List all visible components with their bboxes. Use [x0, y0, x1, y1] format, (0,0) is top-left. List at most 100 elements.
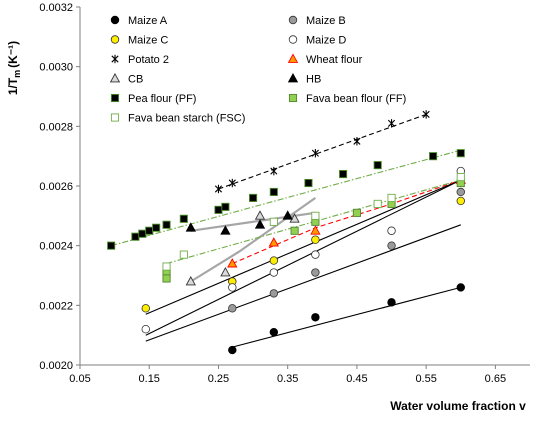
series-hb — [185, 210, 293, 235]
data-point-maize-d — [387, 226, 396, 235]
data-point-fava-bean-flour-ff — [352, 208, 361, 217]
data-point-cb — [185, 275, 196, 286]
data-point-fava-bean-starch-fsc — [269, 217, 278, 226]
data-point-maize-a — [456, 283, 465, 292]
data-point-pea-flour-pf — [107, 241, 116, 250]
legend-label: HB — [306, 74, 321, 86]
data-point-potato-2 — [214, 184, 223, 194]
data-point-maize-a — [387, 298, 396, 307]
data-point-wheat-flour — [310, 225, 321, 235]
data-point-potato-2 — [228, 178, 236, 188]
data-point-fava-bean-starch-fsc — [162, 262, 171, 271]
data-point-maize-b — [269, 289, 279, 298]
legend-marker — [109, 72, 121, 83]
data-point-hb — [254, 219, 266, 229]
legend-item-maize-a: Maize A — [110, 15, 168, 27]
legend-marker — [288, 35, 298, 44]
x-tick-label: 0.25 — [208, 373, 229, 385]
legend-label: CB — [128, 74, 143, 86]
y-tick-label: 0.0028 — [39, 121, 73, 133]
data-point-pea-flour-pf — [138, 229, 147, 238]
legend-marker — [110, 35, 120, 44]
data-point-maize-b — [456, 187, 465, 197]
legend-marker — [110, 93, 120, 103]
data-point-maize-d — [269, 268, 279, 277]
data-point-maize-b — [387, 241, 396, 250]
legend-marker — [111, 54, 119, 64]
legend-item-maize-b: Maize B — [288, 15, 346, 27]
series-potato-2 — [214, 110, 430, 194]
legend-marker — [288, 15, 298, 25]
trendline-pea-flour-pf — [111, 149, 461, 247]
legend-label: Maize D — [306, 35, 346, 47]
x-axis-title: Water volume fraction v — [390, 399, 526, 413]
data-point-pea-flour-pf — [152, 223, 161, 232]
data-points — [107, 110, 466, 355]
series-fava-bean-flour-ff — [162, 178, 465, 283]
legend: Maize A Maize B Maize C Maize D Potato 2 Whea… — [109, 15, 406, 125]
y-axis-title: 1/Tm(K⁻¹) — [6, 41, 22, 95]
legend-item-maize-c: Maize C — [110, 35, 168, 47]
data-point-pea-flour-pf — [456, 149, 465, 158]
data-point-fava-bean-starch-fsc — [179, 250, 188, 259]
legend-label: Maize C — [128, 35, 168, 47]
series-maize-d — [141, 166, 465, 334]
data-point-maize-c — [311, 235, 320, 244]
data-point-pea-flour-pf — [221, 202, 230, 211]
data-point-fava-bean-starch-fsc — [311, 211, 320, 220]
legend-item-pea-flour-pf: Pea flour (PF) — [110, 93, 196, 105]
data-point-maize-d — [311, 250, 320, 259]
data-point-maize-b — [311, 268, 320, 277]
legend-marker — [110, 15, 120, 25]
x-tick-label: 0.15 — [139, 373, 160, 385]
data-point-fava-bean-flour-ff — [290, 226, 299, 235]
data-point-fava-bean-starch-fsc — [373, 199, 382, 208]
data-point-cb — [220, 266, 231, 277]
x-tick-label: 0.45 — [346, 373, 367, 385]
data-point-cb — [289, 213, 300, 223]
y-tick-label: 0.0032 — [39, 2, 73, 14]
legend-item-potato-2: Potato 2 — [111, 54, 169, 66]
legend-label: Pea flour (PF) — [128, 93, 196, 105]
legend-label: Fava bean starch (FSC) — [128, 113, 245, 125]
data-point-maize-b — [228, 304, 237, 313]
data-point-maize-c — [141, 304, 150, 313]
data-point-potato-2 — [353, 137, 361, 146]
y-tick-label: 0.0022 — [39, 300, 73, 312]
data-point-maize-d — [228, 283, 237, 292]
data-point-pea-flour-pf — [162, 220, 171, 229]
series-pea-flour-pf — [107, 149, 465, 250]
legend-label: Fava bean flour (FF) — [306, 93, 406, 105]
data-point-maize-c — [456, 196, 465, 206]
data-point-pea-flour-pf — [304, 178, 313, 188]
data-point-maize-a — [228, 345, 237, 355]
legend-item-maize-d: Maize D — [288, 35, 346, 47]
legend-item-wheat-flour: Wheat flour — [287, 53, 363, 66]
legend-label: Wheat flour — [306, 54, 363, 66]
legend-marker — [288, 93, 298, 103]
trendline-wheat-flour — [232, 179, 461, 265]
data-point-pea-flour-pf — [339, 170, 348, 179]
axis-ticks: 0.05 0.15 0.25 0.35 0.45 0.55 0.65 0.0020 0.0022… — [39, 2, 506, 385]
data-point-maize-d — [141, 325, 150, 334]
data-point-cb — [254, 210, 266, 220]
legend-marker — [287, 53, 299, 63]
y-tick-label: 0.0024 — [39, 241, 73, 253]
legend-label: Maize A — [128, 15, 168, 27]
trendlines — [111, 113, 462, 348]
trendline-potato-2 — [218, 113, 427, 190]
data-point-wheat-flour — [227, 258, 238, 268]
data-point-maize-c — [269, 256, 279, 265]
legend-marker — [110, 113, 120, 122]
trendline-maize-c — [145, 224, 461, 342]
data-point-pea-flour-pf — [131, 232, 140, 241]
data-point-hb — [185, 222, 196, 232]
x-tick-label: 0.05 — [69, 373, 90, 385]
y-tick-label: 0.0026 — [39, 181, 73, 193]
data-point-maize-a — [311, 313, 320, 322]
legend-item-fava-bean-flour-ff: Fava bean flour (FF) — [288, 93, 406, 105]
y-tick-label: 0.0020 — [39, 360, 73, 372]
data-point-pea-flour-pf — [373, 161, 382, 170]
data-point-fava-bean-starch-fsc — [456, 172, 465, 182]
